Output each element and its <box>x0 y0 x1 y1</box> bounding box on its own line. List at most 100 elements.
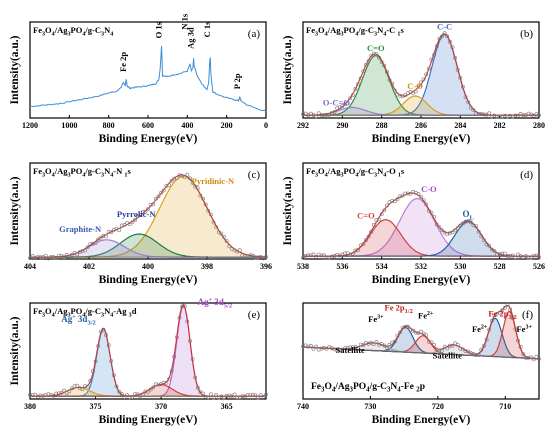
peak-annotation: Pyrrolic-N <box>117 209 156 219</box>
raw-point <box>248 393 253 398</box>
raw-point <box>306 113 311 118</box>
raw-point <box>343 251 347 256</box>
raw-point <box>526 355 531 360</box>
raw-point <box>193 375 198 380</box>
plot-frame <box>29 302 267 400</box>
raw-point <box>450 45 455 50</box>
raw-point <box>382 208 387 213</box>
raw-point <box>30 393 35 398</box>
raw-point <box>416 84 421 88</box>
x-tick-label: 536 <box>336 262 348 271</box>
peak-annotation: Pyridinic-N <box>192 176 235 186</box>
raw-point <box>432 53 437 57</box>
peak-fill <box>303 335 539 359</box>
raw-point <box>185 172 190 177</box>
raw-point <box>348 96 353 101</box>
raw-point <box>117 228 122 233</box>
raw-point <box>148 387 153 392</box>
raw-point <box>156 194 161 199</box>
raw-point <box>104 234 108 239</box>
raw-point <box>450 343 455 348</box>
raw-point <box>182 304 187 308</box>
raw-point <box>489 114 494 119</box>
x-axis-label: Binding Energy(eV) <box>99 133 198 145</box>
raw-point <box>405 191 410 196</box>
raw-point <box>429 210 434 215</box>
raw-point <box>316 111 321 116</box>
x-tick-label: 290 <box>336 121 348 130</box>
raw-point <box>314 344 319 349</box>
panel-title: Fe3​O4​/Ag3​PO4​/g-C3​N4​ <box>33 25 113 37</box>
raw-point <box>461 221 465 226</box>
peak-fill <box>303 311 539 359</box>
raw-point <box>59 390 64 395</box>
raw-point <box>426 339 431 344</box>
raw-point <box>434 347 439 352</box>
raw-point <box>366 234 371 239</box>
peak-annotation: C=O <box>367 43 385 53</box>
raw-point <box>447 343 452 348</box>
raw-point <box>253 255 258 260</box>
x-tick-label: 396 <box>260 262 272 271</box>
raw-point <box>256 395 261 400</box>
peak-annotation: P 2p <box>232 73 242 89</box>
raw-point <box>424 202 429 207</box>
raw-point <box>172 354 177 359</box>
peak-fill <box>30 239 266 258</box>
raw-point <box>356 247 361 252</box>
raw-point <box>487 243 492 248</box>
raw-point <box>138 394 143 399</box>
raw-point <box>127 395 132 400</box>
raw-point <box>248 253 253 258</box>
raw-point <box>151 202 156 207</box>
raw-point <box>403 191 408 196</box>
raw-point <box>180 304 185 309</box>
raw-point <box>421 198 426 203</box>
raw-point <box>510 253 515 258</box>
peak-annotation: Satellite <box>336 345 365 355</box>
raw-point <box>371 222 376 227</box>
x-tick-label: 800 <box>103 121 115 130</box>
raw-point <box>426 208 431 213</box>
raw-point <box>479 234 484 239</box>
raw-point <box>345 345 350 350</box>
raw-point <box>303 111 308 116</box>
raw-point <box>219 231 224 236</box>
raw-point <box>487 327 492 332</box>
raw-point <box>93 359 98 364</box>
raw-point <box>75 252 80 257</box>
peak-fill <box>303 198 539 257</box>
raw-point <box>476 229 481 234</box>
raw-point <box>96 344 101 348</box>
raw-point <box>458 75 463 80</box>
raw-point <box>413 89 418 94</box>
raw-point <box>91 369 95 374</box>
raw-point <box>502 251 507 256</box>
raw-point <box>151 385 156 390</box>
raw-point <box>450 230 455 235</box>
raw-point <box>327 255 332 260</box>
raw-point <box>49 255 53 259</box>
raw-point <box>398 194 402 199</box>
raw-point <box>366 59 371 64</box>
peak-fill <box>303 318 539 359</box>
raw-point <box>424 72 429 77</box>
raw-point <box>174 335 179 340</box>
raw-point <box>240 253 245 258</box>
raw-point <box>495 252 499 257</box>
raw-point <box>211 395 216 400</box>
raw-point <box>211 220 216 225</box>
raw-point <box>329 254 334 259</box>
raw-point <box>319 253 324 258</box>
raw-point <box>408 191 413 196</box>
raw-point <box>340 104 345 109</box>
raw-point <box>237 248 242 253</box>
raw-point <box>434 44 439 49</box>
raw-point <box>324 112 329 117</box>
x-axis-label: Binding Energy(eV) <box>372 133 471 145</box>
raw-point <box>46 392 51 397</box>
raw-point <box>474 353 479 357</box>
raw-point <box>463 349 468 354</box>
raw-point <box>224 393 229 398</box>
raw-point <box>38 255 43 260</box>
